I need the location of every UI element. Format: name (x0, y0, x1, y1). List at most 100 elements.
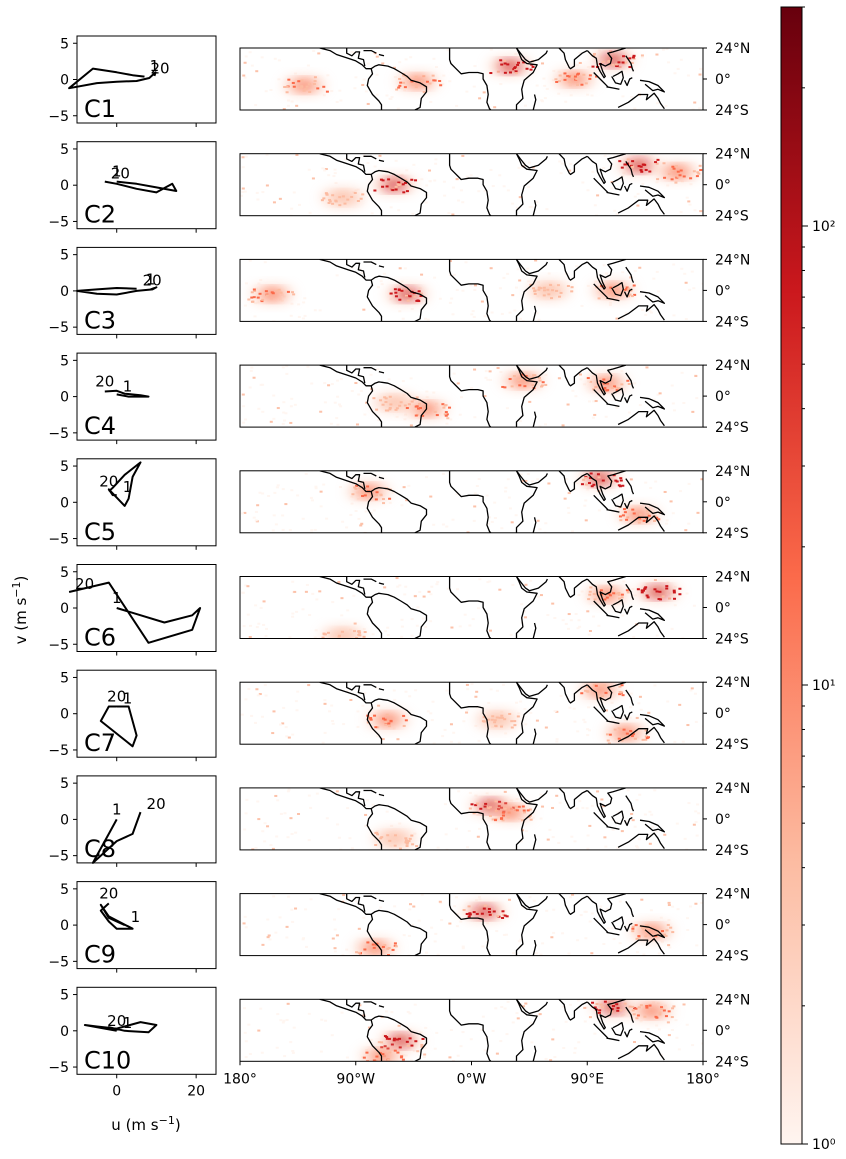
heat-cell (605, 389, 609, 392)
heat-cell (410, 400, 414, 403)
heat-cell (565, 478, 569, 481)
map-c10: 24°N0°24°S (239, 992, 750, 1070)
lon-tick-label: 0°W (457, 1071, 487, 1087)
coastline (558, 999, 588, 1021)
heat-cell (390, 1043, 394, 1046)
heat-cell (402, 191, 406, 194)
heat-cell (545, 208, 549, 211)
heat-cell (387, 178, 391, 181)
heat-cell (275, 835, 279, 838)
heat-cell (634, 924, 638, 927)
heat-cell (294, 831, 298, 834)
heat-cell (647, 200, 651, 203)
heat-cell (503, 71, 507, 74)
heat-cell (261, 492, 265, 495)
heat-cell (644, 586, 648, 589)
heat-cell (625, 286, 629, 289)
heat-cell (520, 377, 524, 380)
coastline (625, 266, 635, 283)
heat-cell (585, 1006, 589, 1009)
heat-cell (256, 198, 260, 201)
lat-tick-label: 24°N (715, 781, 750, 797)
heat-cell (265, 294, 269, 297)
heat-cell (587, 400, 591, 403)
heat-cell (514, 72, 518, 75)
heat-cell (504, 732, 508, 735)
heat-cell (542, 294, 546, 297)
heat-cell (424, 201, 428, 204)
coastline (623, 1028, 633, 1038)
heat-cell (370, 212, 374, 215)
heat-cell (285, 1018, 289, 1021)
x-tick-label: 20 (187, 1083, 205, 1099)
hotspot-core (601, 54, 624, 65)
heat-cell (263, 840, 267, 843)
heat-cell (291, 612, 295, 615)
heat-cell (521, 320, 525, 322)
coastline (586, 999, 626, 1030)
heat-cell (502, 185, 506, 188)
heat-cell (421, 1037, 425, 1040)
heat-cell (263, 261, 267, 264)
coastline (593, 600, 609, 616)
heat-cell (621, 95, 625, 98)
heat-cell (503, 718, 507, 721)
heat-cell (403, 404, 407, 407)
heat-cell (272, 394, 276, 397)
heat-cell (632, 512, 636, 515)
heat-cell (535, 952, 539, 955)
heat-cell (384, 630, 388, 633)
heat-cell (617, 387, 621, 390)
heat-cell (667, 1010, 671, 1013)
coastline (346, 470, 366, 490)
end-marker-label: 1 (123, 1014, 133, 1032)
heat-cell (549, 1059, 553, 1062)
heat-cell (547, 272, 551, 275)
heat-cell (544, 1057, 548, 1060)
heat-cell (405, 294, 409, 297)
heat-cell (638, 518, 642, 521)
coastline (346, 48, 366, 67)
heat-cell (694, 821, 698, 824)
heat-cell (241, 166, 245, 169)
heat-cell (326, 631, 330, 634)
heat-cell (641, 926, 645, 929)
heat-cell (665, 48, 669, 51)
heat-cell (583, 910, 587, 913)
heat-cell (523, 707, 527, 710)
heat-cell (252, 376, 256, 379)
heat-cell (634, 1007, 638, 1010)
heat-cell (457, 790, 461, 793)
heat-cell (592, 615, 596, 618)
heat-cell (367, 718, 371, 721)
coastline (378, 476, 385, 480)
coastline (625, 795, 635, 812)
heat-cell (512, 375, 516, 378)
heat-cell (400, 504, 404, 507)
heat-cell (366, 62, 370, 65)
heat-cell (401, 380, 405, 383)
heat-cell (666, 1021, 670, 1024)
y-tick-label: −5 (48, 743, 69, 759)
heat-cell (376, 368, 380, 371)
start-marker-label: 1 (112, 800, 122, 818)
heat-cell (405, 1040, 409, 1043)
heat-cell (521, 805, 525, 808)
heat-cell (287, 78, 291, 81)
heat-cell (572, 74, 576, 77)
heat-cell (580, 483, 584, 486)
heat-cell (691, 1044, 695, 1047)
heat-cell (533, 374, 537, 377)
heat-cell (465, 912, 469, 915)
y-tick-label: 0 (60, 812, 69, 828)
heat-cell (575, 807, 579, 810)
heat-cell (489, 168, 493, 171)
heat-cell (243, 61, 247, 64)
heat-cell (623, 736, 627, 739)
heat-cell (254, 302, 258, 305)
map-background (240, 470, 703, 533)
heat-cell (288, 529, 292, 532)
heat-cell (438, 297, 442, 300)
heat-cell (466, 688, 470, 691)
heat-cell (282, 108, 286, 110)
